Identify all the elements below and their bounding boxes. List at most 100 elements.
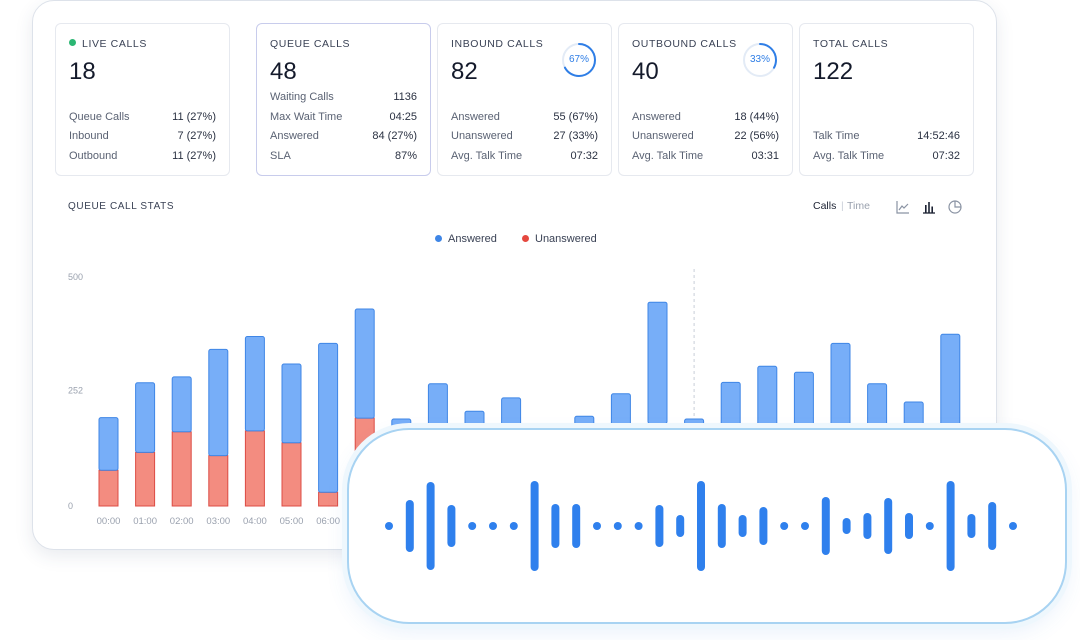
waveform-bar (613, 522, 622, 530)
queue-calls-card[interactable]: QUEUE CALLS 48 Waiting Calls 1136 Max Wai… (256, 23, 431, 176)
waveform-bar (884, 498, 893, 554)
waveform-bar (842, 518, 851, 534)
card-value: 18 (69, 58, 96, 85)
waveform-bar (447, 505, 456, 547)
x-tick-label: 00:00 (97, 516, 121, 527)
metric-row: Unanswered 27 (33%) (451, 130, 598, 142)
bar-answered-07:00[interactable] (354, 308, 375, 419)
bar-unanswered-06:00[interactable] (318, 491, 339, 507)
metric-row: Talk Time 14:52:46 (813, 130, 960, 142)
y-tick-label: 252 (68, 386, 83, 396)
waveform-bar (821, 497, 830, 555)
waveform-bar (759, 507, 768, 545)
total-calls-card[interactable]: TOTAL CALLS 122 Talk Time 14:52:46 Avg. T… (799, 23, 974, 176)
metric-row: Unanswered 22 (56%) (632, 130, 779, 142)
legend-unanswered[interactable]: Unanswered (522, 233, 597, 245)
bar-answered-01:00[interactable] (135, 382, 156, 453)
bar-unanswered-05:00[interactable] (281, 442, 302, 507)
live-calls-card[interactable]: LIVE CALLS 18 Queue Calls 11 (27%) Inboun… (55, 23, 230, 176)
metric-row: Outbound 11 (27%) (69, 150, 216, 162)
metric-row: Queue Calls 11 (27%) (69, 111, 216, 123)
waveform-bar (426, 482, 435, 570)
bar-unanswered-04:00[interactable] (244, 430, 265, 507)
bar-unanswered-00:00[interactable] (98, 469, 119, 507)
metric-row: Answered 84 (27%) (270, 130, 417, 142)
waveform-bar (530, 481, 539, 571)
x-tick-label: 05:00 (280, 516, 304, 527)
card-title: QUEUE CALLS (270, 38, 351, 50)
x-tick-label: 06:00 (316, 516, 340, 527)
waveform-bar (489, 522, 497, 530)
card-title: TOTAL CALLS (813, 38, 889, 50)
legend-answered[interactable]: Answered (435, 233, 497, 245)
waveform-bar (946, 481, 955, 571)
waveform-bar (905, 513, 913, 539)
bar-unanswered-02:00[interactable] (171, 431, 192, 507)
metric-row: Answered 18 (44%) (632, 111, 779, 123)
x-tick-label: 01:00 (133, 516, 157, 527)
waveform-bar (1009, 522, 1017, 530)
bar-chart-icon[interactable] (921, 199, 937, 215)
metric-row: Waiting Calls 1136 (270, 91, 417, 103)
outbound-calls-card[interactable]: OUTBOUND CALLS 40 33% Answered 18 (44%) U… (618, 23, 793, 176)
queue-call-stats-chart: 0 252 500 00:00 01:00 02:00 03:00 04:00 05:00 06:… (68, 269, 961, 527)
bar-unanswered-03:00[interactable] (208, 455, 229, 507)
card-value: 40 (632, 58, 659, 85)
waveform-bar (634, 522, 643, 530)
progress-ring (562, 43, 596, 77)
waveform-bar (551, 504, 560, 548)
waveform-bar (988, 502, 997, 550)
pie-chart-icon[interactable] (947, 199, 963, 215)
queue-dashboard: LIVE CALLS 18 Queue Calls 11 (27%) Inboun… (32, 0, 997, 550)
toggle-time[interactable]: Time (847, 200, 870, 212)
bar-unanswered-01:00[interactable] (135, 451, 156, 507)
x-tick-label: 04:00 (243, 516, 267, 527)
waveform-bar (405, 500, 414, 552)
metric-row: Answered 55 (67%) (451, 111, 598, 123)
y-tick-label: 500 (68, 272, 83, 282)
legend-dot-answered (435, 235, 442, 242)
card-title: OUTBOUND CALLS (632, 38, 737, 50)
waveform-bar (593, 522, 601, 530)
metric-row: Avg. Talk Time 07:32 (451, 150, 598, 162)
waveform-bar (863, 513, 872, 539)
bar-answered-00:00[interactable] (98, 417, 119, 471)
waveform-bar (697, 481, 705, 571)
bar-answered-15:00[interactable] (647, 301, 668, 425)
metric-row: SLA 87% (270, 150, 417, 162)
waveform-bar (468, 522, 477, 530)
metric-row: Inbound 7 (27%) (69, 130, 216, 142)
waveform-bar (572, 504, 581, 548)
line-chart-icon[interactable] (895, 199, 911, 215)
waveform-bar (509, 522, 518, 530)
bar-answered-04:00[interactable] (244, 336, 265, 432)
progress-ring-label: 33% (749, 54, 770, 65)
bar-answered-02:00[interactable] (171, 376, 192, 433)
progress-ring-label: 67% (568, 54, 589, 65)
card-value: 48 (270, 58, 297, 85)
bar-answered-05:00[interactable] (281, 363, 302, 444)
waveform-bar (385, 522, 393, 530)
waveform-bar (738, 515, 747, 537)
card-title: INBOUND CALLS (451, 38, 544, 50)
inbound-calls-card[interactable]: INBOUND CALLS 82 67% Answered 55 (67%) Un… (437, 23, 612, 176)
y-tick-label: 0 (68, 501, 73, 511)
toggle-separator: | (841, 200, 844, 212)
waveform-bar (655, 505, 664, 547)
card-value: 122 (813, 58, 854, 85)
voice-waveform-panel (347, 428, 1067, 624)
stats-title: QUEUE CALL STATS (68, 201, 175, 212)
x-tick-label: 02:00 (170, 516, 194, 527)
bar-answered-06:00[interactable] (318, 342, 339, 493)
waveform-bar (780, 522, 789, 530)
toggle-calls[interactable]: Calls (813, 200, 837, 212)
metric-row: Max Wait Time 04:25 (270, 111, 417, 123)
bar-answered-03:00[interactable] (208, 348, 229, 457)
metric-row: Avg. Talk Time 03:31 (632, 150, 779, 162)
live-indicator-icon (69, 39, 76, 46)
audio-waveform (385, 481, 1017, 571)
legend-dot-unanswered (522, 235, 529, 242)
waveform-bar (801, 522, 809, 530)
waveform-bar (676, 515, 685, 537)
x-tick-label: 03:00 (206, 516, 230, 527)
